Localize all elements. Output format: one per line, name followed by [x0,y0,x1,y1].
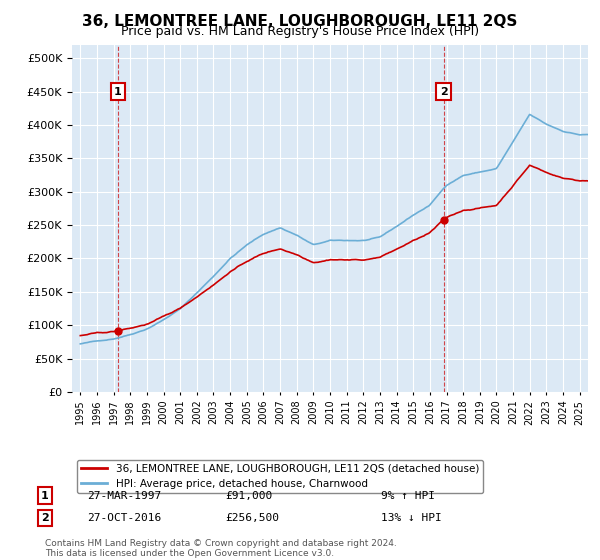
Text: 27-MAR-1997: 27-MAR-1997 [87,491,161,501]
Point [113,326,122,335]
Text: Price paid vs. HM Land Registry's House Price Index (HPI): Price paid vs. HM Land Registry's House … [121,25,479,38]
Text: £91,000: £91,000 [225,491,272,501]
Text: 1: 1 [41,491,49,501]
Text: 9% ↑ HPI: 9% ↑ HPI [381,491,435,501]
Text: 2: 2 [41,513,49,523]
Text: 36, LEMONTREE LANE, LOUGHBOROUGH, LE11 2QS: 36, LEMONTREE LANE, LOUGHBOROUGH, LE11 2… [82,14,518,29]
Point [439,215,448,224]
Text: 1: 1 [114,87,122,96]
Text: Contains HM Land Registry data © Crown copyright and database right 2024.
This d: Contains HM Land Registry data © Crown c… [45,539,397,558]
Text: 13% ↓ HPI: 13% ↓ HPI [381,513,442,523]
Legend: 36, LEMONTREE LANE, LOUGHBOROUGH, LE11 2QS (detached house), HPI: Average price,: 36, LEMONTREE LANE, LOUGHBOROUGH, LE11 2… [77,460,483,493]
Text: £256,500: £256,500 [225,513,279,523]
Text: 27-OCT-2016: 27-OCT-2016 [87,513,161,523]
Text: 2: 2 [440,87,448,96]
